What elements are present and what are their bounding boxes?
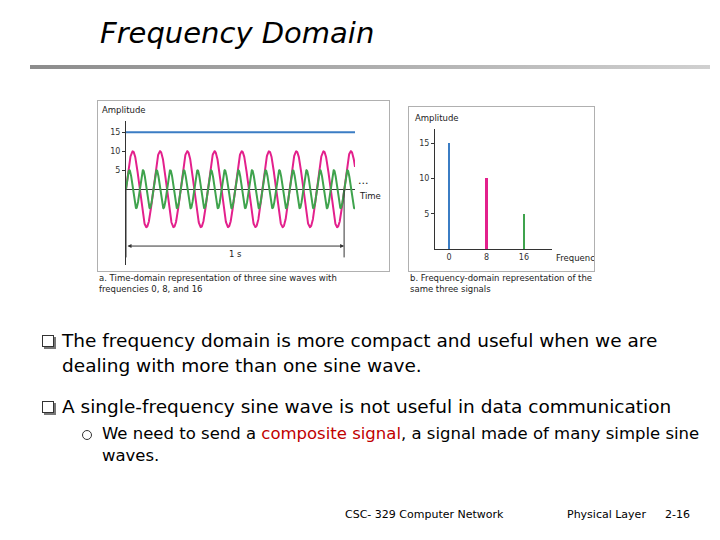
svg-text:5: 5 bbox=[115, 166, 120, 175]
html-text:Physical Layer: Physical Layer bbox=[567, 508, 646, 521]
svg-text:10: 10 bbox=[419, 174, 429, 183]
html-text:CSC- 329 Computer Network: CSC- 329 Computer Network bbox=[345, 508, 504, 521]
svg-text:Frequency: Frequency bbox=[556, 253, 594, 263]
html-text:2-16: 2-16 bbox=[665, 508, 690, 521]
svg-text:15: 15 bbox=[419, 139, 429, 148]
svg-text:Time: Time bbox=[359, 191, 381, 201]
svg-text:0: 0 bbox=[446, 253, 451, 262]
svg-text:15: 15 bbox=[110, 128, 120, 137]
svg-text:...: ... bbox=[358, 174, 369, 187]
html-text:b. Frequency-domain representa: b. Frequency-domain representation of th… bbox=[410, 273, 593, 294]
html-text:A single-frequency sine wave i: A single-frequency sine wave is not usef… bbox=[62, 396, 672, 417]
html-text:Frequency Domain: Frequency Domain bbox=[100, 16, 375, 50]
svg-text:10: 10 bbox=[110, 147, 120, 156]
html-text:We need to send a composite si: We need to send a composite signal, a si… bbox=[102, 424, 700, 465]
svg-text:8: 8 bbox=[484, 253, 489, 262]
svg-text:Amplitude: Amplitude bbox=[102, 105, 146, 115]
svg-text:5: 5 bbox=[424, 210, 429, 219]
html-text:a. Time-domain representation: a. Time-domain representation of three s… bbox=[99, 273, 337, 294]
svg-text:Amplitude: Amplitude bbox=[415, 113, 459, 123]
html-text:The frequency domain is more c: The frequency domain is more compact and… bbox=[62, 330, 658, 376]
svg-text:16: 16 bbox=[519, 253, 529, 262]
svg-text:1 s: 1 s bbox=[229, 249, 242, 259]
